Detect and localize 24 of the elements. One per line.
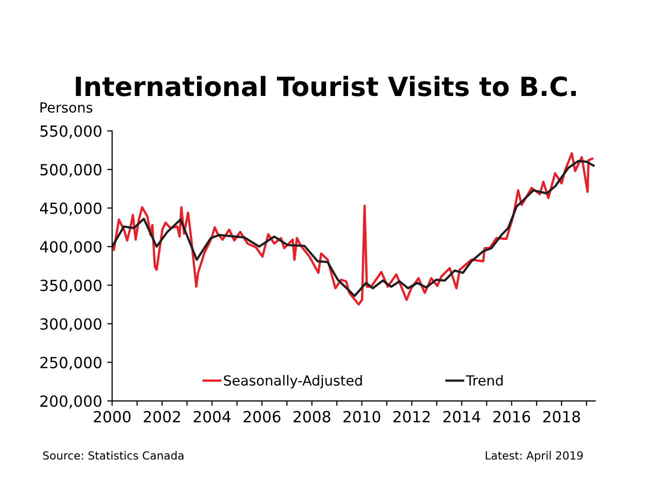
y-tick-label: 500,000	[40, 164, 102, 178]
x-tick-label: 2000	[94, 410, 131, 422]
y-tick-label: 400,000	[40, 241, 102, 254]
chart-title: International Tourist Visits to B.C.	[76, 76, 576, 96]
x-tick-label: 2018	[543, 410, 580, 422]
x-tick-label: 2002	[144, 410, 180, 422]
y-tick-label: 200,000	[40, 395, 102, 408]
y-tick-label: 450,000	[40, 202, 102, 216]
y-axis-title: Persons	[40, 102, 92, 113]
text: Latest: April 2019	[486, 451, 583, 462]
legend-label: Seasonally-Adjusted	[224, 374, 362, 388]
x-tick-label: 2006	[244, 410, 280, 422]
source-note: Source: Statistics Canada	[43, 451, 184, 460]
y-tick-label: 350,000	[40, 280, 102, 293]
legend-label: Trend	[466, 374, 503, 386]
y-tick-label: 550,000	[40, 125, 102, 138]
x-tick-label: 2012	[393, 410, 430, 422]
x-tick-label: 2004	[194, 410, 231, 422]
y-tick-label: 250,000	[40, 356, 102, 370]
x-tick-label: 2014	[443, 410, 480, 422]
x-tick-label: 2016	[493, 410, 530, 422]
x-tick-label: 2010	[344, 410, 380, 422]
x-tick-label: 2008	[294, 410, 330, 422]
y-tick-label: 300,000	[40, 318, 102, 332]
